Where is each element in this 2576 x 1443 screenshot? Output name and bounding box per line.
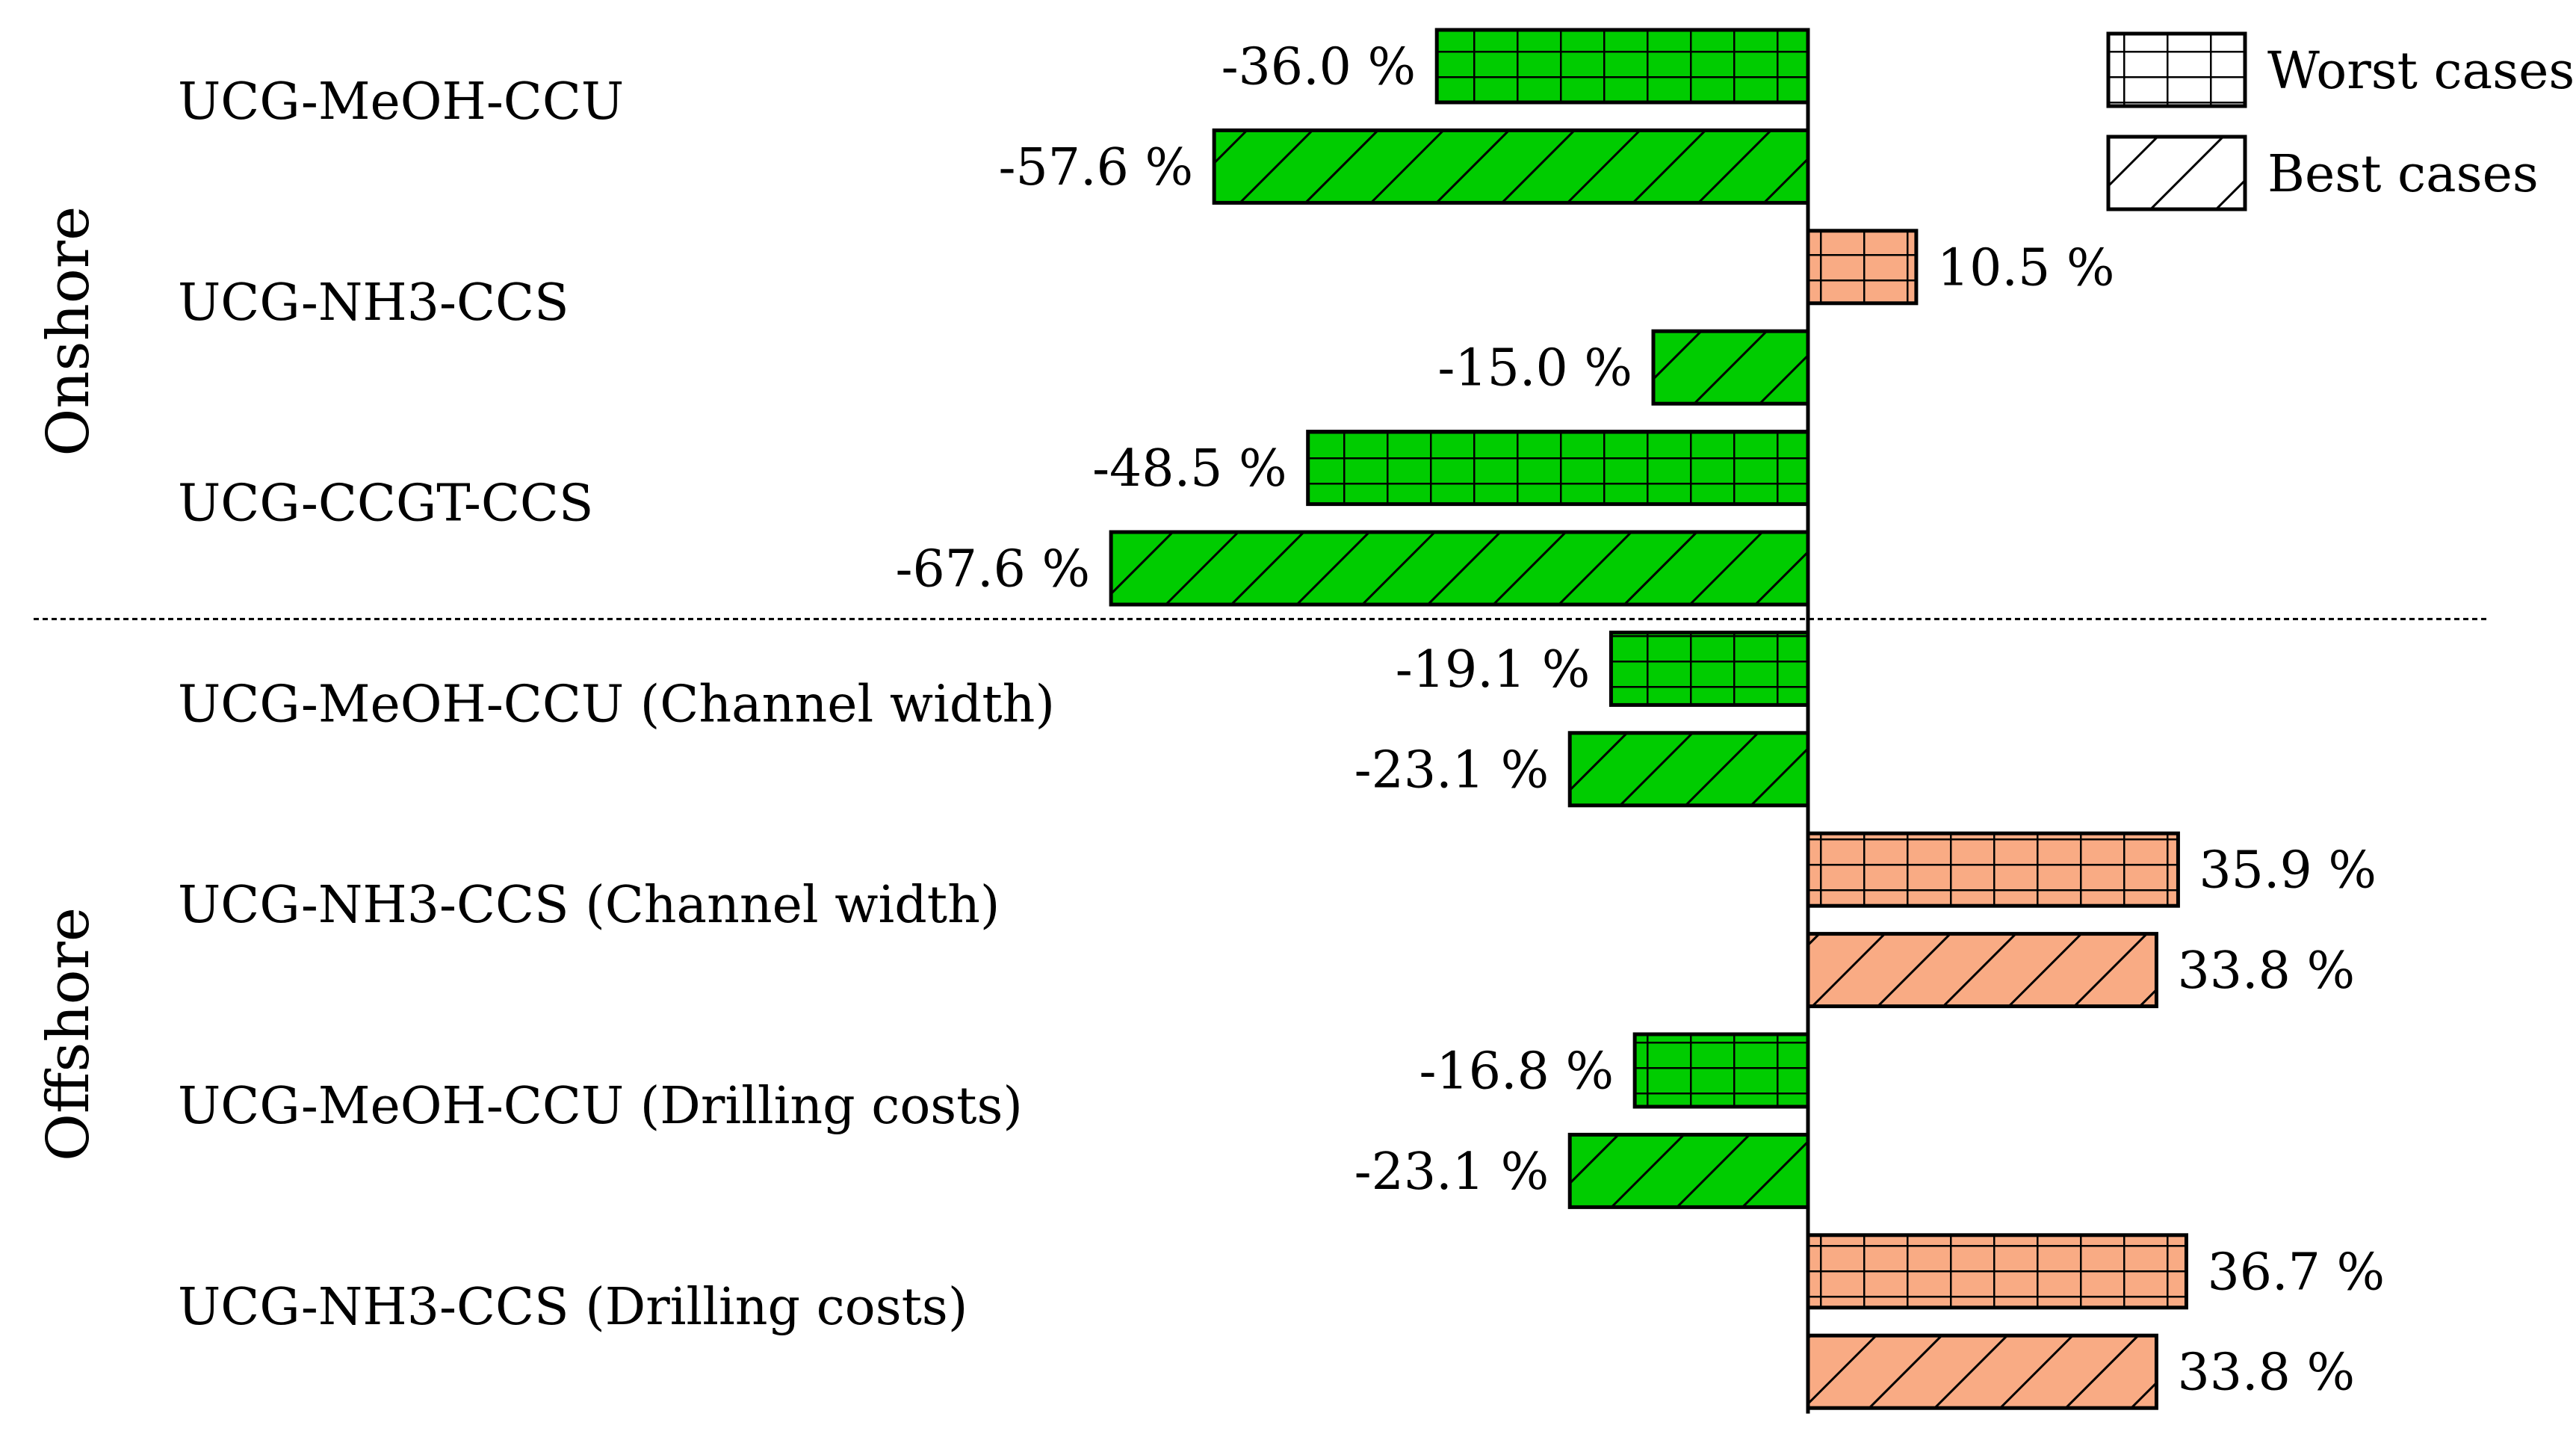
- data-label: -19.1 %: [1396, 640, 1591, 699]
- bar-best: [1806, 932, 2158, 1009]
- data-label: -15.0 %: [1437, 339, 1632, 398]
- group-label: Offshore: [35, 907, 102, 1161]
- data-label: -36.0 %: [1222, 38, 1417, 97]
- bar-worst: [1806, 831, 2180, 908]
- bar-best: [1109, 530, 1810, 607]
- data-label: -57.6 %: [998, 138, 1193, 197]
- bar-best: [1212, 128, 1810, 205]
- data-label: -23.1 %: [1354, 1143, 1549, 1202]
- category-label: UCG-MeOH-CCU (Channel width): [178, 675, 1055, 734]
- labels-layer: UCG-MeOH-CCU -36.0 % -57.6 % UCG-NH3-CCS 10.…: [178, 38, 2385, 1403]
- bar-best: [1806, 1333, 2158, 1410]
- category-label: UCG-NH3-CCS (Drilling costs): [178, 1278, 967, 1337]
- data-label: 36.7 %: [2207, 1243, 2385, 1302]
- legend-label: Best cases: [2267, 145, 2539, 204]
- legend: Worst cases Best cases: [2106, 31, 2575, 211]
- legend-swatch: [2106, 31, 2247, 108]
- bar-best: [1567, 1132, 1810, 1209]
- category-label: UCG-CCGT-CCS: [178, 475, 593, 534]
- data-label: -48.5 %: [1092, 439, 1287, 498]
- category-label: UCG-MeOH-CCU: [178, 72, 624, 132]
- data-label: 10.5 %: [1937, 238, 2115, 297]
- bar-best: [1567, 731, 1810, 808]
- category-label: UCG-NH3-CCS: [178, 274, 569, 333]
- bar-worst: [1806, 1233, 2188, 1310]
- data-label: 33.8 %: [2177, 942, 2355, 1001]
- category-label: UCG-NH3-CCS (Channel width): [178, 876, 1000, 935]
- legend-label: Worst cases: [2267, 42, 2575, 101]
- bars-layer: [1109, 28, 2188, 1414]
- bar-worst: [1609, 630, 1810, 707]
- data-label: -16.8 %: [1419, 1042, 1614, 1101]
- bar-worst: [1632, 1032, 1810, 1109]
- bar-best: [1651, 329, 1810, 406]
- legend-swatch: [2106, 135, 2247, 211]
- data-label: -23.1 %: [1354, 741, 1549, 800]
- data-label: -67.6 %: [895, 540, 1090, 599]
- group-labels-layer: Onshore Offshore: [35, 206, 102, 1161]
- bar-worst: [1806, 229, 1919, 306]
- bar-worst: [1434, 28, 1810, 105]
- bar-worst: [1306, 430, 1810, 507]
- group-label: Onshore: [35, 206, 102, 457]
- data-label: 35.9 %: [2199, 841, 2377, 900]
- category-label: UCG-MeOH-CCU (Drilling costs): [178, 1077, 1023, 1136]
- data-label: 33.8 %: [2177, 1344, 2355, 1403]
